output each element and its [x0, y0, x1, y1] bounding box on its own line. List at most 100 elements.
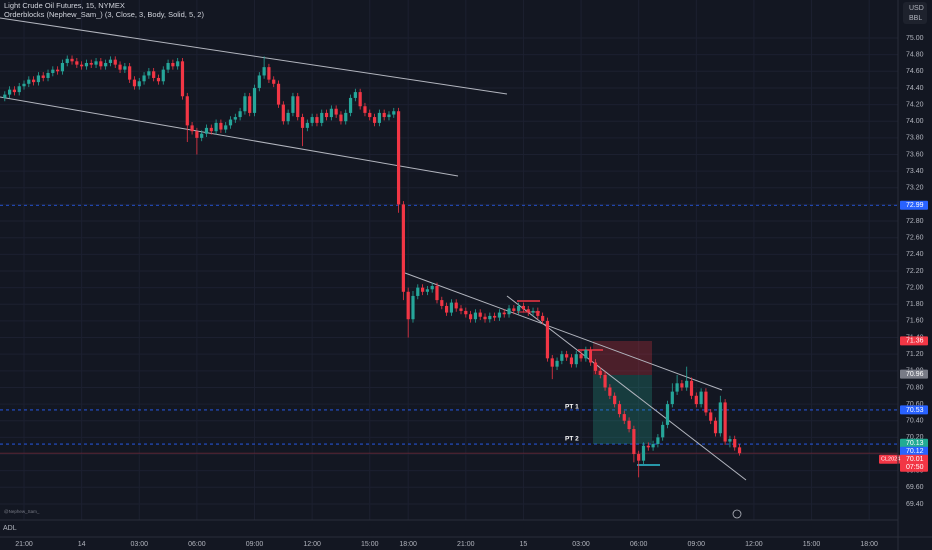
x-tick-label: 14	[78, 541, 86, 548]
candle-body	[733, 439, 737, 448]
y-tick-label: 74.60	[906, 68, 924, 75]
candle-body	[156, 77, 161, 82]
candle-body	[497, 312, 502, 318]
candle-body	[99, 61, 103, 67]
y-tick-label: 70.40	[906, 418, 924, 425]
x-tick-label: 15:00	[803, 541, 821, 548]
candle-body	[252, 87, 257, 113]
candle-body	[89, 62, 93, 65]
candle-body	[622, 414, 626, 421]
candle-body	[286, 112, 290, 122]
candle-body	[704, 391, 708, 413]
candle-body	[60, 62, 65, 72]
candle-body	[104, 62, 108, 67]
x-tick-label: 18:00	[399, 541, 417, 548]
currency-box[interactable]	[903, 2, 927, 24]
candle-body	[161, 69, 165, 82]
candle-body	[166, 62, 170, 70]
candle-body	[579, 354, 583, 359]
candle-body	[531, 310, 535, 313]
candle-body	[320, 112, 324, 123]
y-tick-label: 71.20	[906, 351, 924, 358]
candle-body	[392, 111, 396, 115]
watermark: @Nephew_Sam_	[4, 509, 40, 514]
candle-body	[593, 362, 598, 371]
candle-body	[709, 412, 713, 421]
candle-body	[118, 64, 122, 70]
y-tick-label: 72.40	[906, 251, 924, 258]
candle-body	[209, 127, 213, 132]
x-tick-label: 09:00	[246, 541, 264, 548]
trend-line[interactable]	[0, 96, 459, 177]
candle-body	[627, 420, 631, 430]
candle-body	[296, 96, 300, 118]
candle-body	[512, 308, 516, 311]
candle-body	[310, 117, 314, 123]
candle-body	[718, 402, 722, 434]
candle-body	[339, 114, 343, 122]
candle-body	[152, 71, 156, 78]
scroll-icon[interactable]	[732, 509, 742, 519]
candle-body	[737, 447, 742, 454]
price-label: 70.13	[906, 440, 924, 447]
candle-body	[195, 131, 199, 138]
candle-body	[545, 320, 550, 359]
candle-body	[680, 383, 684, 388]
candle-body	[464, 310, 468, 315]
price-label-box	[900, 405, 928, 415]
currency[interactable]: USD	[909, 5, 924, 12]
candle-body	[483, 316, 487, 320]
candle-body	[728, 439, 732, 442]
candle-body	[517, 305, 521, 311]
candle-body	[233, 117, 237, 120]
candle-body	[502, 312, 506, 315]
candle-body	[368, 112, 372, 118]
target-zone[interactable]	[593, 375, 652, 444]
candle-body	[723, 402, 727, 442]
y-tick-label: 73.20	[906, 185, 924, 192]
candle-body	[444, 305, 449, 313]
candle-body	[565, 354, 569, 358]
candle-body	[473, 312, 478, 320]
candle-body	[507, 308, 511, 315]
candle-body	[613, 395, 617, 405]
x-tick-label: 15	[520, 541, 528, 548]
x-tick-label: 12:00	[745, 541, 763, 548]
y-tick-label: 73.60	[906, 151, 924, 158]
candle-body	[574, 354, 578, 365]
candle-body	[363, 106, 367, 113]
candle-body	[243, 96, 247, 112]
candle-body	[257, 75, 261, 88]
price-label: 70.53	[906, 407, 924, 414]
candle-body	[334, 108, 338, 115]
candle-body	[262, 67, 266, 76]
candle-body	[94, 61, 98, 65]
candle-body	[641, 445, 646, 461]
candle-body	[550, 358, 554, 367]
y-tick-label: 73.80	[906, 135, 924, 142]
y-tick-label: 70.20	[906, 434, 924, 441]
candle-body	[41, 75, 45, 78]
y-tick-label: 72.60	[906, 235, 924, 242]
candle-body	[200, 133, 204, 138]
unit[interactable]: BBL	[909, 15, 922, 22]
candle-body	[84, 62, 89, 67]
price-label-box	[900, 446, 928, 456]
candle-body	[219, 122, 223, 130]
candle-body	[190, 125, 194, 132]
candle-body	[478, 312, 482, 317]
x-tick-label: 18:00	[860, 541, 878, 548]
candle-body	[281, 104, 285, 122]
trend-line[interactable]	[0, 17, 508, 95]
chart-title: Light Crude Oil Futures, 15, NYMEX	[4, 1, 125, 10]
candle-body	[51, 69, 55, 73]
candle-body	[80, 64, 84, 67]
candle-body	[584, 350, 588, 359]
trend-line[interactable]	[404, 272, 723, 391]
candle-body	[171, 62, 175, 67]
candle-body	[469, 314, 473, 320]
candle-body	[32, 79, 36, 83]
x-tick-label: 03:00	[572, 541, 590, 548]
price-label-box	[900, 336, 928, 346]
